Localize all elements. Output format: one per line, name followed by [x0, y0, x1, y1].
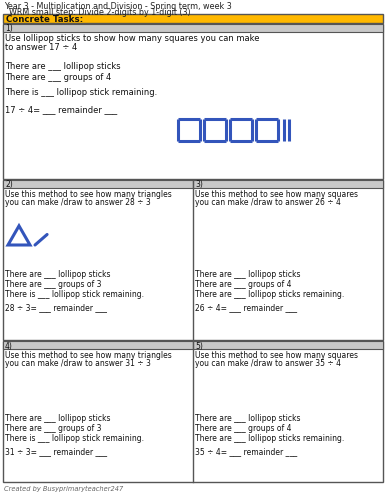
- Bar: [3, 14, 383, 23]
- Text: 1): 1): [5, 24, 13, 34]
- Text: 35 ÷ 4= ___ remainder ___: 35 ÷ 4= ___ remainder ___: [195, 447, 297, 456]
- Text: There is ___ lollipop stick remaining.: There is ___ lollipop stick remaining.: [5, 290, 144, 299]
- Text: There are ___ groups of 3: There are ___ groups of 3: [5, 424, 102, 433]
- Bar: [3, 341, 383, 482]
- Text: There is ___ lollipop stick remaining.: There is ___ lollipop stick remaining.: [5, 88, 157, 97]
- Text: 2): 2): [5, 180, 13, 190]
- Text: Concrete Tasks:: Concrete Tasks:: [6, 14, 83, 24]
- Text: There are ___ groups of 4: There are ___ groups of 4: [195, 280, 291, 289]
- Text: There are ___ lollipop sticks: There are ___ lollipop sticks: [5, 62, 120, 71]
- Text: 28 ÷ 3= ___ remainder ___: 28 ÷ 3= ___ remainder ___: [5, 303, 107, 312]
- Bar: [3, 180, 193, 188]
- Text: to answer 17 ÷ 4: to answer 17 ÷ 4: [5, 43, 77, 52]
- Text: WRM small step: Divide 2-digits by 1-digit (3): WRM small step: Divide 2-digits by 1-dig…: [4, 8, 191, 17]
- Text: There are ___ lollipop sticks: There are ___ lollipop sticks: [195, 414, 300, 423]
- Text: 3): 3): [195, 180, 203, 190]
- Bar: [3, 341, 193, 349]
- Text: 17 ÷ 4= ___ remainder ___: 17 ÷ 4= ___ remainder ___: [5, 105, 117, 114]
- Text: you can make /draw to answer 28 ÷ 3: you can make /draw to answer 28 ÷ 3: [5, 198, 151, 207]
- Text: Use lollipop sticks to show how many squares you can make: Use lollipop sticks to show how many squ…: [5, 34, 259, 43]
- Text: Created by Busyprimaryteacher247: Created by Busyprimaryteacher247: [4, 486, 123, 492]
- Text: There are ___ groups of 4: There are ___ groups of 4: [195, 424, 291, 433]
- Text: you can make /draw to answer 26 ÷ 4: you can make /draw to answer 26 ÷ 4: [195, 198, 341, 207]
- Bar: [193, 341, 383, 349]
- Text: Year 3 - Multiplication and Division - Spring term, week 3: Year 3 - Multiplication and Division - S…: [4, 2, 232, 11]
- Text: 31 ÷ 3= ___ remainder ___: 31 ÷ 3= ___ remainder ___: [5, 447, 107, 456]
- Text: Use this method to see how many squares: Use this method to see how many squares: [195, 351, 358, 360]
- Text: There are ___ lollipop sticks remaining.: There are ___ lollipop sticks remaining.: [195, 434, 344, 443]
- Text: There is ___ lollipop stick remaining.: There is ___ lollipop stick remaining.: [5, 434, 144, 443]
- Text: There are ___ lollipop sticks: There are ___ lollipop sticks: [195, 270, 300, 279]
- Text: Use this method to see how many squares: Use this method to see how many squares: [195, 190, 358, 199]
- Text: Use this method to see how many triangles: Use this method to see how many triangle…: [5, 190, 172, 199]
- Text: 5): 5): [195, 342, 203, 350]
- Text: There are ___ lollipop sticks: There are ___ lollipop sticks: [5, 414, 110, 423]
- Bar: [3, 24, 383, 179]
- Text: 26 ÷ 4= ___ remainder ___: 26 ÷ 4= ___ remainder ___: [195, 303, 297, 312]
- Bar: [3, 180, 383, 340]
- Text: There are ___ groups of 3: There are ___ groups of 3: [5, 280, 102, 289]
- Text: you can make /draw to answer 31 ÷ 3: you can make /draw to answer 31 ÷ 3: [5, 359, 151, 368]
- Text: There are ___ groups of 4: There are ___ groups of 4: [5, 73, 111, 82]
- Text: There are ___ lollipop sticks: There are ___ lollipop sticks: [5, 270, 110, 279]
- Text: Use this method to see how many triangles: Use this method to see how many triangle…: [5, 351, 172, 360]
- Text: 4): 4): [5, 342, 13, 350]
- Text: you can make /draw to answer 35 ÷ 4: you can make /draw to answer 35 ÷ 4: [195, 359, 341, 368]
- Bar: [193, 180, 383, 188]
- Text: There are ___ lollipop sticks remaining.: There are ___ lollipop sticks remaining.: [195, 290, 344, 299]
- Bar: [3, 24, 383, 32]
